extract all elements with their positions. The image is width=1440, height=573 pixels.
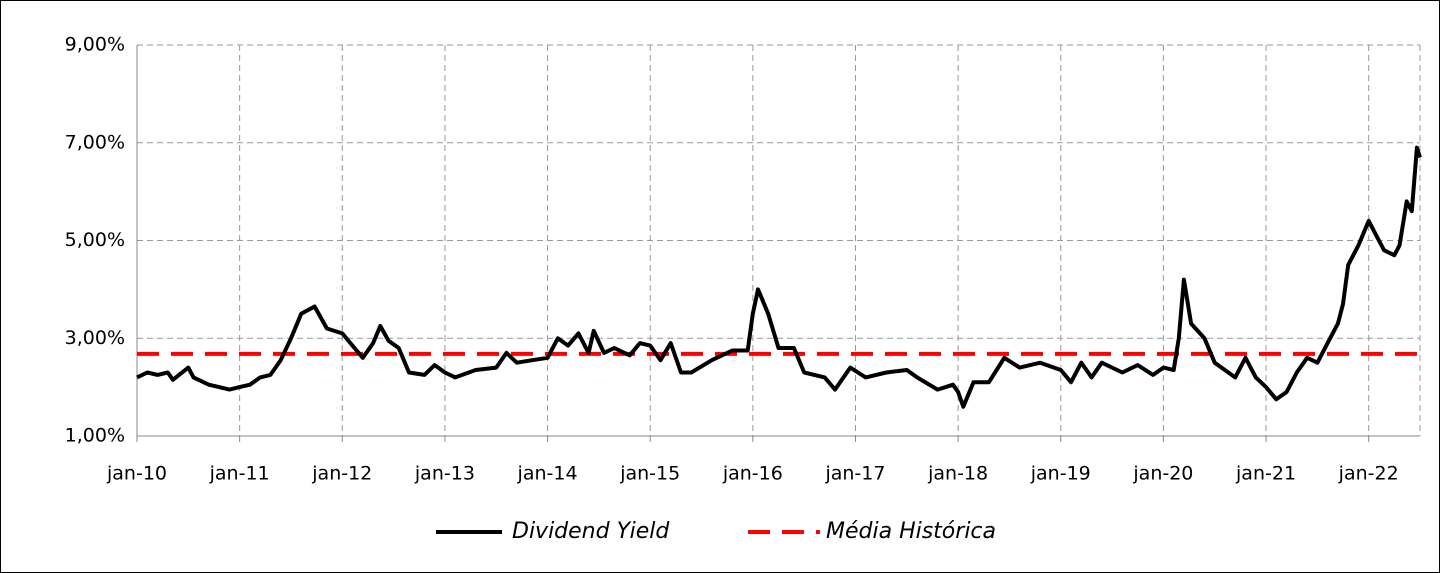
legend-label: Dividend Yield	[512, 519, 670, 544]
legend-label: Média Histórica	[826, 519, 996, 544]
x-tick-label: jan-10	[106, 463, 167, 485]
x-tick-label: jan-12	[311, 463, 372, 485]
x-tick-label: jan-18	[927, 463, 988, 485]
x-tick-label: jan-20	[1132, 463, 1193, 485]
x-tick-label: jan-17	[824, 463, 885, 485]
y-tick-label: 9,00%	[65, 34, 125, 56]
x-tick-label: jan-11	[209, 463, 270, 485]
series-line	[136, 145, 1422, 409]
x-tick-label: jan-16	[722, 463, 783, 485]
y-tick-label: 1,00%	[65, 425, 125, 447]
y-tick-label: 5,00%	[65, 229, 125, 251]
x-tick-label: jan-21	[1235, 463, 1296, 485]
y-tick-label: 7,00%	[65, 131, 125, 153]
x-tick-label: jan-14	[517, 463, 578, 485]
x-tick-label: jan-13	[414, 463, 475, 485]
x-tick-label: jan-19	[1030, 463, 1091, 485]
x-tick-label: jan-15	[619, 463, 680, 485]
y-tick-label: 3,00%	[65, 327, 125, 349]
x-tick-label: jan-22	[1338, 463, 1399, 485]
